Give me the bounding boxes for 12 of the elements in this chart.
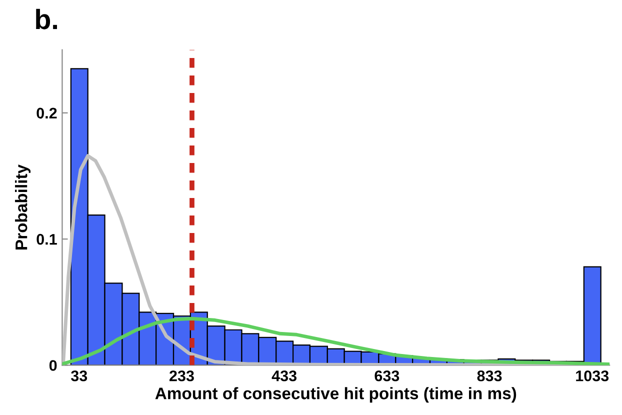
y-tick-label: 0 xyxy=(49,360,57,371)
x-tick-label: 1033 xyxy=(576,370,609,382)
x-tick-label: 833 xyxy=(477,370,502,382)
y-tick-label: 0.2 xyxy=(36,108,57,119)
x-axis-title: Amount of consecutive hit points (time in ms) xyxy=(155,387,516,403)
y-axis-title: Probability xyxy=(15,164,31,250)
x-tick-label: 33 xyxy=(70,370,88,382)
y-tick-label: 0.1 xyxy=(36,234,57,245)
x-tick-label: 233 xyxy=(170,370,194,382)
chart-title: b. xyxy=(36,8,57,30)
x-tick-label: 433 xyxy=(272,370,297,382)
x-tick-label: 633 xyxy=(374,370,400,382)
